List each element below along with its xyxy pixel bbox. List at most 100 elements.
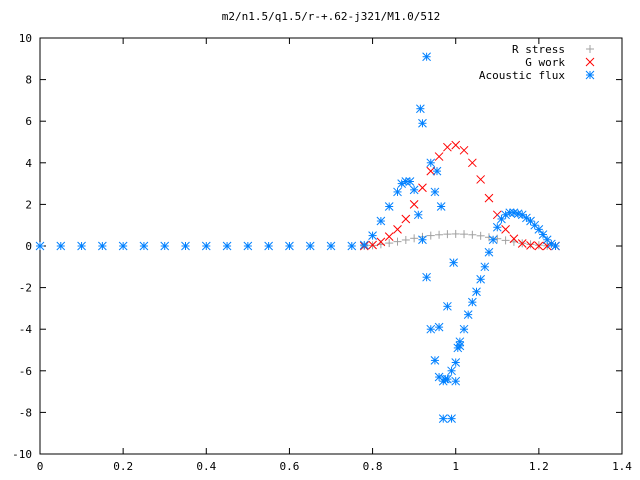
data-point: [35, 241, 45, 251]
data-point: [451, 140, 461, 150]
data-point: [534, 225, 544, 234]
y-tick-label: 6: [25, 115, 32, 128]
data-point: [443, 230, 452, 239]
data-point: [476, 274, 486, 284]
data-point: [484, 233, 493, 242]
y-tick-label: -10: [12, 448, 32, 461]
data-point: [438, 414, 448, 423]
data-point: [434, 372, 444, 382]
data-point: [326, 241, 336, 251]
data-point: [393, 225, 402, 234]
data-point: [393, 187, 402, 197]
series-2: [359, 140, 560, 251]
data-point: [542, 241, 552, 251]
data-point: [480, 262, 490, 272]
data-point: [181, 241, 190, 251]
x-tick-label: 0.8: [363, 460, 383, 473]
data-point: [139, 241, 149, 251]
data-point: [285, 241, 294, 251]
data-point: [432, 166, 442, 176]
data-point: [347, 241, 357, 251]
data-point: [401, 235, 410, 244]
data-point: [160, 241, 170, 251]
data-point: [384, 202, 394, 211]
x-tick-label: 0.2: [113, 460, 133, 473]
data-point: [492, 222, 502, 232]
data-point: [455, 337, 465, 347]
data-point: [447, 414, 456, 423]
data-point: [413, 210, 423, 220]
data-point: [467, 158, 477, 168]
data-point: [401, 214, 411, 224]
data-point: [472, 287, 481, 297]
data-point: [305, 241, 315, 251]
y-tick-label: 10: [19, 32, 32, 45]
data-point: [501, 236, 510, 245]
data-point: [451, 376, 461, 386]
data-point: [526, 240, 535, 249]
data-point: [476, 175, 486, 184]
data-point: [393, 237, 402, 246]
x-tick-label: 1: [452, 460, 459, 473]
data-point: [384, 232, 394, 241]
data-point: [243, 241, 253, 251]
data-point: [376, 216, 386, 226]
data-point: [542, 235, 552, 245]
data-point: [359, 240, 369, 250]
y-tick-label: -6: [19, 365, 32, 378]
data-point: [426, 231, 435, 240]
data-point: [501, 225, 510, 234]
data-point: [201, 241, 211, 251]
data-point: [222, 241, 232, 251]
y-tick-label: -4: [19, 323, 33, 336]
data-point: [430, 187, 440, 197]
data-point: [264, 241, 273, 251]
data-point: [451, 358, 461, 367]
y-tick-label: 8: [25, 74, 32, 87]
data-point: [98, 241, 107, 251]
legend-marker: [585, 70, 595, 80]
x-tick-label: 0.4: [196, 460, 216, 473]
data-point: [434, 152, 444, 161]
data-point: [418, 118, 427, 128]
data-point: [440, 374, 450, 384]
data-point: [459, 324, 469, 334]
data-point: [505, 208, 515, 218]
data-point: [497, 214, 506, 224]
series-layer: [35, 52, 560, 423]
data-point: [476, 231, 485, 240]
legend-marker: [585, 57, 595, 67]
data-point: [426, 324, 436, 334]
x-tick-label: 1.2: [529, 460, 549, 473]
data-point: [534, 241, 544, 251]
data-point: [405, 177, 415, 186]
data-point: [426, 166, 436, 176]
chart-title: m2/n1.5/q1.5/r-+.62-j321/M1.0/512: [222, 10, 441, 23]
y-tick-label: 0: [25, 240, 32, 253]
data-point: [416, 104, 425, 114]
data-point: [468, 230, 477, 239]
data-point: [401, 177, 411, 186]
data-point: [488, 235, 498, 245]
data-point: [418, 235, 427, 245]
y-tick-label: 4: [25, 157, 32, 170]
data-point: [443, 142, 452, 152]
legend-label: G work: [525, 56, 565, 69]
data-point: [422, 272, 431, 282]
y-tick-label: -8: [19, 406, 32, 419]
legend-label: R stress: [512, 43, 565, 56]
data-point: [449, 258, 458, 267]
x-tick-label: 0.6: [279, 460, 299, 473]
y-tick-label: -2: [19, 282, 32, 295]
data-point: [509, 234, 519, 244]
data-point: [410, 234, 419, 243]
data-point: [434, 322, 444, 332]
data-point: [551, 241, 560, 251]
axes: 0 0.2 0.4 0.6 0.8 1 1.2 1.4 -10 -8 -6 -4 -2 0 2 4 6 8 10: [12, 32, 632, 473]
legend-marker: [586, 45, 594, 53]
data-point: [435, 230, 444, 239]
data-point: [467, 297, 477, 307]
data-point: [484, 193, 494, 203]
